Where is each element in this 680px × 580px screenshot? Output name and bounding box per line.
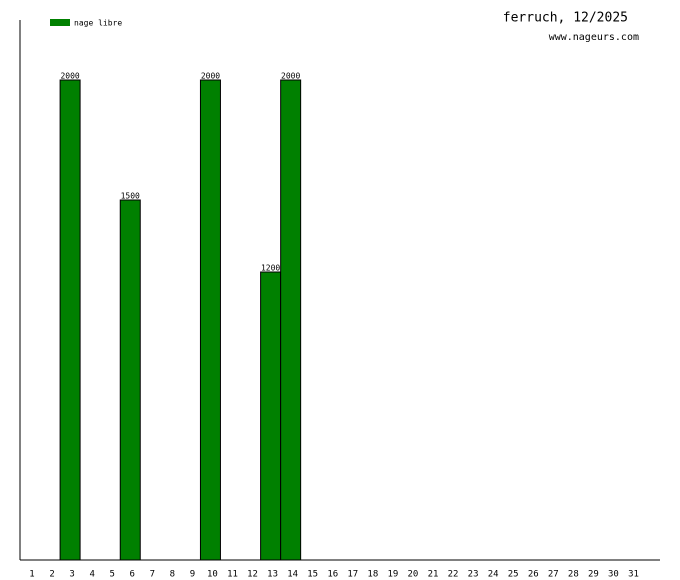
x-tick-label: 31	[628, 570, 639, 580]
x-tick-label: 26	[528, 570, 539, 580]
x-tick-label: 17	[347, 570, 358, 580]
x-tick-label: 24	[488, 570, 499, 580]
x-tick-label: 16	[327, 570, 338, 580]
data-label: 1200	[261, 264, 280, 273]
x-tick-label: 29	[588, 570, 599, 580]
x-tick-label: 6	[130, 570, 135, 580]
x-tick-label: 22	[448, 570, 459, 580]
x-tick-label: 27	[548, 570, 559, 580]
x-tick-label: 5	[109, 570, 114, 580]
x-tick-label: 21	[428, 570, 439, 580]
x-tick-label: 15	[307, 570, 318, 580]
data-label: 2000	[60, 72, 79, 81]
data-label: 2000	[281, 72, 300, 81]
x-tick-label: 8	[170, 570, 175, 580]
x-tick-label: 18	[367, 570, 378, 580]
x-tick-label: 30	[608, 570, 619, 580]
x-tick-label: 12	[247, 570, 258, 580]
data-label: 2000	[201, 72, 220, 81]
x-tick-label: 23	[468, 570, 479, 580]
chart-title: ferruch, 12/2025	[503, 11, 628, 26]
x-tick-label: 19	[387, 570, 398, 580]
legend-swatch	[50, 19, 70, 26]
bar	[119, 199, 141, 561]
bar	[199, 79, 221, 561]
bar	[59, 79, 81, 561]
x-tick-label: 28	[568, 570, 579, 580]
x-tick-label: 7	[150, 570, 155, 580]
data-label: 1500	[121, 192, 140, 201]
x-tick-label: 20	[408, 570, 419, 580]
x-tick-label: 9	[190, 570, 195, 580]
chart-subtitle: www.nageurs.com	[549, 32, 639, 43]
x-tick-label: 25	[508, 570, 519, 580]
x-tick-label: 2	[49, 570, 54, 580]
x-tick-label: 4	[89, 570, 94, 580]
x-tick-label: 10	[207, 570, 218, 580]
bar	[280, 79, 302, 561]
x-tick-label: 1	[29, 570, 34, 580]
x-tick-label: 3	[69, 570, 74, 580]
x-tick-label: 11	[227, 570, 238, 580]
x-tick-label: 14	[287, 570, 298, 580]
legend-label: nage libre	[74, 19, 122, 28]
bar	[260, 271, 282, 561]
x-tick-label: 13	[267, 570, 278, 580]
